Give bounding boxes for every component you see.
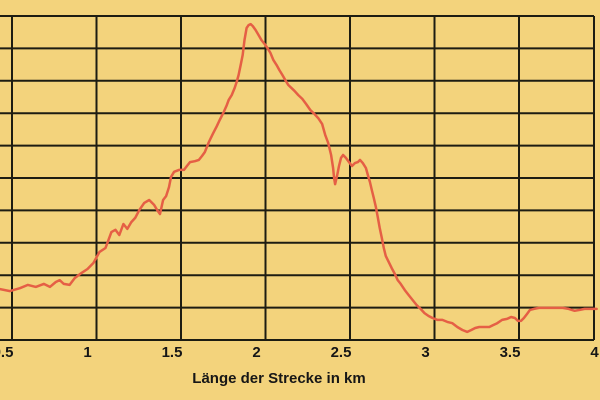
x-tick-label: 0.5: [0, 344, 14, 361]
x-tick-label: 2: [252, 344, 261, 361]
x-tick-label: 3.5: [499, 344, 521, 361]
x-tick-label: 1.5: [161, 344, 183, 361]
x-tick-label: 2.5: [330, 344, 352, 361]
x-tick-label: 1: [83, 344, 92, 361]
x-axis-title: Länge der Strecke in km: [192, 370, 366, 387]
x-tick-label: 3: [421, 344, 430, 361]
series-elevation-profile: [0, 22, 598, 334]
x-tick-label: 4: [590, 344, 599, 361]
